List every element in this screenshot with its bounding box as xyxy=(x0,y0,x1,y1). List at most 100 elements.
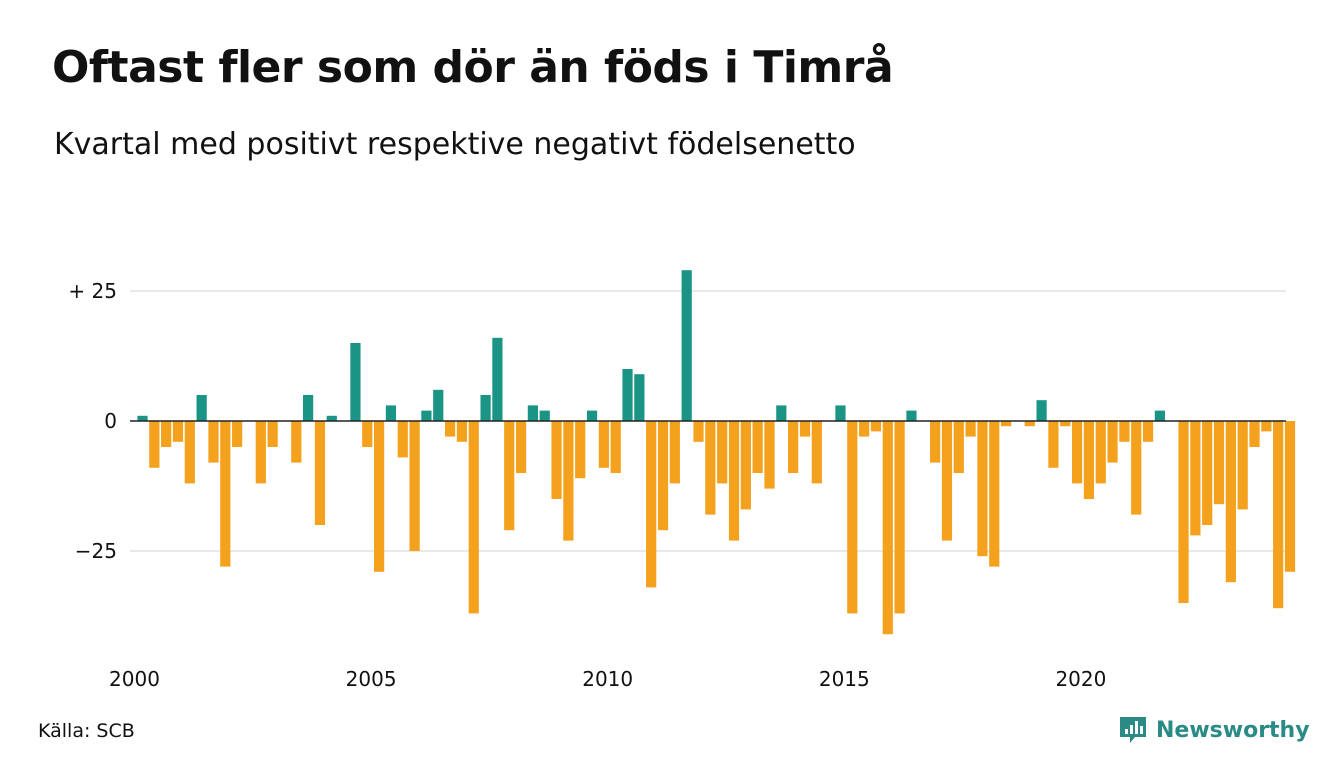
bar-negative xyxy=(563,421,574,541)
bar-negative xyxy=(1261,421,1272,432)
bar-positive xyxy=(350,343,361,421)
bar-negative xyxy=(374,421,385,572)
bar-negative xyxy=(1131,421,1142,515)
bar-negative xyxy=(1071,421,1083,484)
bar-positive xyxy=(835,405,846,421)
bar-negative xyxy=(847,421,858,614)
bar-negative xyxy=(965,421,976,437)
bar-negative xyxy=(184,421,195,484)
bar-negative xyxy=(444,421,456,437)
x-tick-label: 2020 xyxy=(1055,667,1106,691)
bar-positive xyxy=(492,337,503,421)
chart-subtitle: Kvartal med positivt respektive negativt… xyxy=(54,127,856,162)
bar-negative xyxy=(859,421,870,437)
bar-negative xyxy=(1273,421,1284,609)
bar-negative xyxy=(515,421,527,473)
bar-negative xyxy=(1190,421,1201,536)
bar-negative xyxy=(977,421,988,557)
bar-negative xyxy=(456,421,468,442)
bar-negative xyxy=(575,421,586,479)
bar-negative xyxy=(1225,421,1236,583)
bar-positive xyxy=(137,415,148,421)
bar-positive xyxy=(906,410,917,421)
bar-positive xyxy=(480,395,491,421)
axis-labels: + 25 0 −25 2000 2005 2010 2015 2020 xyxy=(68,279,1106,691)
bar-negative xyxy=(172,421,184,442)
bar-positive xyxy=(776,405,787,421)
x-tick-label: 2015 xyxy=(819,667,870,691)
bar-negative xyxy=(1083,421,1094,499)
bar-negative xyxy=(799,421,811,437)
brand-logo: Newsworthy xyxy=(1118,714,1310,746)
bar-negative xyxy=(255,421,266,484)
bar-negative xyxy=(267,421,278,447)
bar-negative xyxy=(397,421,408,458)
bar-negative xyxy=(894,421,905,614)
bar-negative xyxy=(610,421,621,473)
bar-negative xyxy=(740,421,751,510)
bar-positive xyxy=(303,395,314,421)
bar-negative xyxy=(314,421,326,525)
bar-negative xyxy=(1142,421,1154,442)
bar-negative xyxy=(1284,421,1296,572)
bars xyxy=(137,270,1296,635)
bar-negative xyxy=(657,421,669,531)
bar-negative xyxy=(1000,421,1012,427)
bar-negative xyxy=(941,421,953,541)
bar-positive xyxy=(385,405,397,421)
bar-positive xyxy=(196,395,207,421)
bar-negative xyxy=(788,421,799,473)
bar-negative xyxy=(468,421,479,614)
bar-negative xyxy=(1060,421,1071,427)
bar-negative xyxy=(1213,421,1225,505)
bar-negative xyxy=(362,421,373,447)
bar-negative xyxy=(1048,421,1059,468)
bar-negative xyxy=(598,421,609,468)
x-tick-label: 2010 xyxy=(582,667,633,691)
bar-positive xyxy=(421,410,432,421)
bar-negative xyxy=(161,421,172,447)
bar-negative xyxy=(232,421,243,447)
y-tick-label: −25 xyxy=(75,539,117,563)
bar-negative xyxy=(693,421,704,442)
bar-negative xyxy=(1119,421,1130,442)
bar-positive xyxy=(1154,410,1165,421)
bar-positive xyxy=(527,405,538,421)
bar-negative xyxy=(669,421,680,484)
bar-negative xyxy=(409,421,420,551)
source-label: Källa: SCB xyxy=(38,720,135,742)
bar-negative xyxy=(220,421,231,567)
bar-positive xyxy=(539,410,550,421)
bar-negative xyxy=(752,421,763,473)
chart-title: Oftast fler som dör än föds i Timrå xyxy=(52,42,894,93)
bar-negative xyxy=(1024,421,1035,427)
bar-negative xyxy=(989,421,1000,567)
bar-negative xyxy=(208,421,219,463)
bar-negative xyxy=(705,421,716,515)
bar-positive xyxy=(326,415,337,421)
bar-negative xyxy=(1095,421,1106,484)
bar-positive xyxy=(634,374,645,421)
y-tick-label: 0 xyxy=(104,409,117,433)
y-tick-label: + 25 xyxy=(68,279,117,303)
bar-negative xyxy=(646,421,657,588)
bar-negative xyxy=(1249,421,1260,447)
bar-negative xyxy=(291,421,302,463)
x-tick-label: 2005 xyxy=(346,667,397,691)
bar-negative xyxy=(551,421,562,499)
bar-positive xyxy=(433,389,444,421)
bar-negative xyxy=(504,421,515,531)
bar-positive xyxy=(681,270,692,421)
bar-negative xyxy=(1107,421,1118,463)
bar-negative xyxy=(1237,421,1248,510)
gridlines xyxy=(130,290,1286,552)
bar-negative xyxy=(764,421,775,489)
bar-negative xyxy=(882,421,893,635)
bar-negative xyxy=(870,421,882,432)
bar-positive xyxy=(586,410,598,421)
bar-negative xyxy=(717,421,728,484)
newsworthy-logo-icon xyxy=(1120,717,1146,743)
bar-positive xyxy=(1036,400,1047,421)
bar-negative xyxy=(811,421,822,484)
